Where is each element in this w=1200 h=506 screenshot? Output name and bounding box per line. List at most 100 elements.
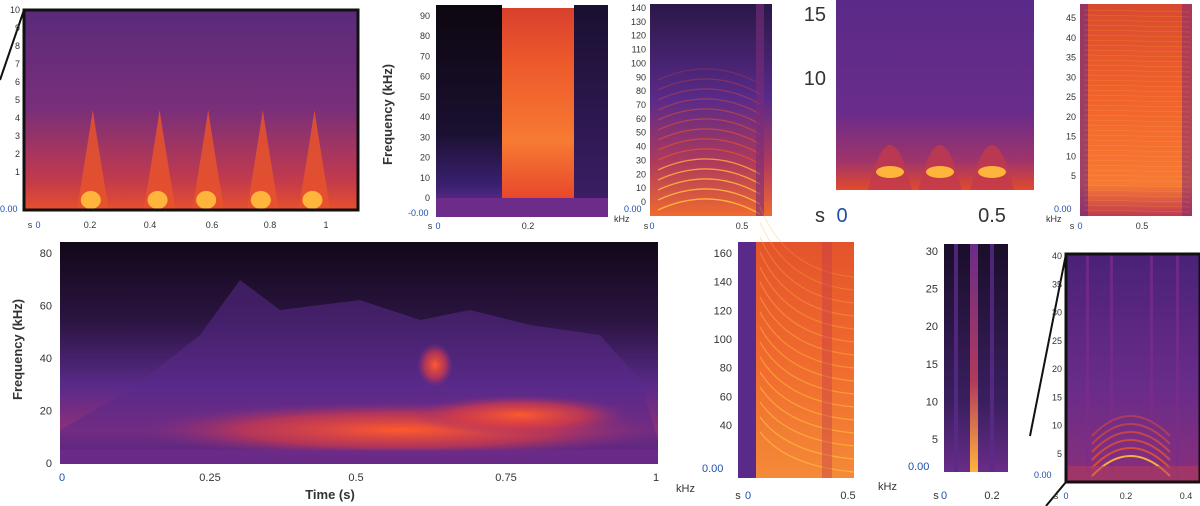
x-tick-label: s <box>735 490 741 502</box>
y-tick-label: 140 <box>714 277 732 289</box>
y-tick-label: 40 <box>720 420 732 432</box>
spectrogram-2-field-call <box>502 8 574 198</box>
low-band <box>1066 466 1200 482</box>
y-tick-label: 7 <box>15 59 20 69</box>
y-tick-label: 130 <box>631 17 646 27</box>
spectrogram-panel-4: 15 10 s 0 0.5 <box>780 0 1042 232</box>
x-tick-label: 0.5 <box>736 221 749 231</box>
harmonic-curve <box>759 326 855 382</box>
call-band <box>822 242 832 478</box>
y-tick-label: 30 <box>1066 72 1076 82</box>
harmonic-curve <box>657 118 761 135</box>
x-tick-label: 0.2 <box>984 490 999 502</box>
x-tick-label: 0 <box>941 490 947 502</box>
harmonic-curve <box>657 78 761 95</box>
y-tick-label: 9 <box>15 23 20 33</box>
spectrogram-panel-5: 45 40 35 30 25 20 15 10 5 kHz 0.00 s 0 0.5 <box>1044 0 1200 232</box>
harmonic-line <box>1083 174 1191 178</box>
x-tick-label: 0.25 <box>199 472 220 484</box>
y-tick-label: 20 <box>636 169 646 179</box>
harmonic-curve <box>759 341 855 395</box>
y-tick-label: 8 <box>15 41 20 51</box>
y-tick-label: 15 <box>804 4 826 26</box>
harmonic-curve <box>759 206 855 278</box>
y-tick-label: 0 <box>425 193 430 203</box>
x-tick-label: s <box>933 490 939 502</box>
spectrogram-6-hot-spot <box>417 343 453 387</box>
harmonic-line <box>1083 124 1191 128</box>
spectrogram-8-call <box>970 244 978 472</box>
spectrogram-panel-9: 40 35 30 25 20 15 10 5 0.00 s 0 0.2 0.4 <box>1026 240 1200 506</box>
y-zero-label: -0.00 <box>408 208 429 218</box>
harmonic-line <box>1083 144 1191 148</box>
x-tick-label: 0.4 <box>144 220 157 230</box>
harmonic-line <box>1083 194 1191 198</box>
y-zero-label: 0.00 <box>702 463 723 475</box>
y-tick-label: 10 <box>636 183 646 193</box>
y-tick-label: 30 <box>926 246 938 258</box>
harmonic-curve <box>657 198 761 215</box>
x-tick-label: 0 <box>745 490 751 502</box>
y-axis-title: Frequency (kHz) <box>380 64 395 165</box>
call-burst <box>246 110 279 210</box>
call-burst-peak <box>196 191 217 209</box>
x-tick-label: s <box>644 221 649 231</box>
y-tick-label: 5 <box>932 434 938 446</box>
call-burst <box>76 110 109 210</box>
harmonic-curve <box>759 221 855 291</box>
harmonic-curve <box>759 251 855 317</box>
spectrogram-2-base-band <box>436 198 608 217</box>
harmonic-line <box>1083 84 1191 88</box>
call-burst-peak <box>302 191 323 209</box>
x-tick-label: 0 <box>35 220 40 230</box>
x-tick-label: 0.75 <box>495 472 516 484</box>
harmonic-line <box>1083 19 1191 23</box>
y-tick-label: 50 <box>420 92 430 102</box>
y-tick-label: 110 <box>632 45 646 55</box>
spectrogram-7-field <box>756 242 854 478</box>
y-tick-label: 40 <box>1066 33 1076 43</box>
spectrogram-1-frame <box>22 8 360 212</box>
y-tick-label: 50 <box>636 128 646 138</box>
x-tick-label: s <box>1054 491 1059 501</box>
y-tick-label: 20 <box>1066 112 1076 122</box>
harmonic-line <box>1083 179 1191 183</box>
y-tick-label: 120 <box>631 31 646 41</box>
harmonic-line <box>1083 54 1191 58</box>
x-tick-label: 1 <box>323 220 328 230</box>
spectrogram-5-left-band <box>1080 4 1088 216</box>
y-zero-label: 0.00 <box>0 204 18 214</box>
harmonic-curve <box>759 416 855 460</box>
y-tick-label: 90 <box>420 11 430 21</box>
y-unit-label: kHz <box>676 483 695 495</box>
x-tick-label: s <box>28 220 33 230</box>
y-unit-label: kHz <box>1046 214 1062 224</box>
harmonic-line <box>1083 109 1191 113</box>
y-tick-label: 100 <box>631 58 646 68</box>
y-tick-label: 30 <box>636 155 646 165</box>
harmonic-line <box>1083 49 1191 53</box>
harmonic-line <box>1083 99 1191 103</box>
harmonic-line <box>1083 74 1191 78</box>
harmonic-curve <box>657 148 761 165</box>
harmonic-line <box>1083 79 1191 83</box>
y-tick-label: 0 <box>46 458 52 470</box>
y-tick-label: 20 <box>420 153 430 163</box>
y-tick-label: 25 <box>926 284 938 296</box>
harmonic-line <box>1083 189 1191 193</box>
vertical-streak <box>1086 254 1089 482</box>
harmonic-curve <box>657 88 761 105</box>
x-tick-label: s <box>815 205 825 227</box>
call-burst <box>143 110 176 210</box>
y-tick-label: 35 <box>1052 279 1062 289</box>
y-tick-label: 15 <box>926 359 938 371</box>
y-tick-label: 80 <box>636 86 646 96</box>
y-tick-label: 20 <box>926 321 938 333</box>
harmonic-line <box>1083 159 1191 163</box>
x-tick-label: 0 <box>1063 491 1068 501</box>
spectrogram-8-streak-2 <box>990 244 994 472</box>
harmonic-line <box>1083 9 1191 13</box>
harmonic-curve <box>759 296 855 356</box>
y-tick-label: 10 <box>420 173 430 183</box>
harmonic-arc <box>1091 423 1171 445</box>
